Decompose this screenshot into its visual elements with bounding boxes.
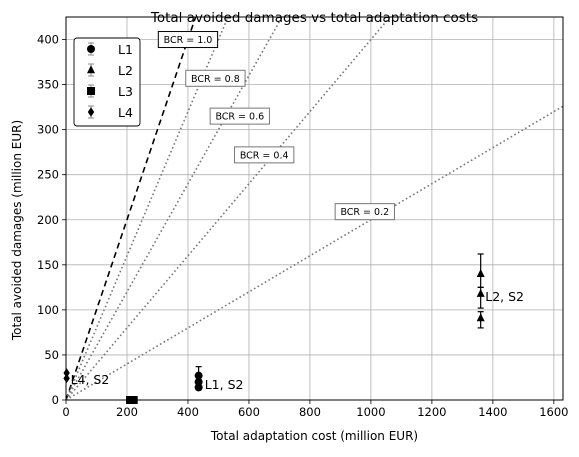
x-tick-label: 1400 [478, 405, 507, 419]
annotations: L4, S2 L1, S2 L2, S2 [71, 289, 524, 392]
bcr-reference-lines [66, 17, 563, 400]
bcr-label: BCR = 0.8 [185, 69, 246, 87]
x-tick-label: 800 [299, 405, 321, 419]
bcr-label: BCR = 0.2 [334, 203, 395, 221]
x-tick-label: 1600 [539, 405, 568, 419]
bcr-label-box [209, 107, 270, 125]
series-l2 [476, 253, 485, 329]
x-tick-label: 0 [62, 405, 69, 419]
bcr-label-text: BCR = 0.8 [191, 74, 240, 85]
legend-box [73, 37, 141, 127]
y-tick-label: 300 [37, 123, 59, 137]
x-tick-label: 1000 [356, 405, 385, 419]
bcr-label: BCR = 0.4 [234, 146, 295, 164]
bcr-label-text: BCR = 0.2 [340, 207, 389, 218]
bcr-label: BCR = 1.0 [157, 31, 219, 49]
legend-marker [87, 107, 95, 117]
plot-frame [65, 16, 564, 401]
y-axis-label: Total avoided damages (million EUR) [10, 120, 24, 341]
point-annotation: L2, S2 [485, 289, 524, 304]
y-tick-label: 250 [37, 168, 59, 182]
legend: L1 L2 L3 L4 [73, 37, 141, 127]
legend-marker [87, 87, 95, 95]
chart-title: Total avoided damages vs total adaptatio… [150, 10, 478, 26]
legend-label: L2 [118, 63, 133, 78]
x-tick-label: 400 [177, 405, 199, 419]
data-point [194, 371, 203, 380]
plot-area [66, 17, 563, 400]
y-tick-label: 0 [52, 393, 59, 407]
bcr-label-text: BCR = 0.4 [240, 150, 289, 161]
y-tick-label: 50 [44, 348, 59, 362]
bcr-label-text: BCR = 1.0 [164, 35, 213, 46]
x-tick-label: 600 [238, 405, 260, 419]
series-l1 [194, 366, 203, 392]
x-tick-label: 200 [116, 405, 138, 419]
bcr-labels: BCR = 1.0 BCR = 0.8 BCR = 0.6 BCR = 0.4 BCR … [157, 31, 395, 221]
data-point [476, 269, 485, 278]
series-l4 [63, 368, 70, 384]
y-tick-label: 200 [37, 213, 59, 227]
y-tick-label: 400 [37, 33, 59, 47]
data-point [476, 288, 485, 297]
x-tick-label: 1200 [417, 405, 446, 419]
data-point [194, 383, 203, 392]
bcr-label: BCR = 0.6 [209, 107, 270, 125]
y-tick-label: 100 [37, 303, 59, 317]
point-annotation: L1, S2 [205, 377, 244, 392]
bcr-label-box [234, 146, 295, 164]
bcr-label-box [334, 203, 395, 221]
data-points [63, 253, 485, 404]
data-point [63, 368, 70, 378]
axes: 0 200 400 600 800 1000 1200 1400 1600 0 50 100 150 20… [37, 33, 568, 419]
bcr-line [66, 17, 283, 400]
legend-marker [87, 45, 95, 53]
point-annotation: L4, S2 [71, 372, 110, 387]
legend-marker [87, 65, 95, 74]
bcr-label-box [185, 69, 246, 87]
data-point [476, 313, 485, 322]
y-tick-label: 350 [37, 78, 59, 92]
bcr-label-text: BCR = 0.6 [215, 112, 264, 123]
data-point [63, 373, 70, 384]
bcr-label-box [157, 31, 219, 49]
legend-label: L1 [118, 42, 133, 57]
y-tick-label: 150 [37, 258, 59, 272]
legend-label: L3 [118, 84, 133, 99]
x-axis-label: Total adaptation cost (million EUR) [210, 429, 418, 443]
legend-label: L4 [118, 105, 133, 120]
